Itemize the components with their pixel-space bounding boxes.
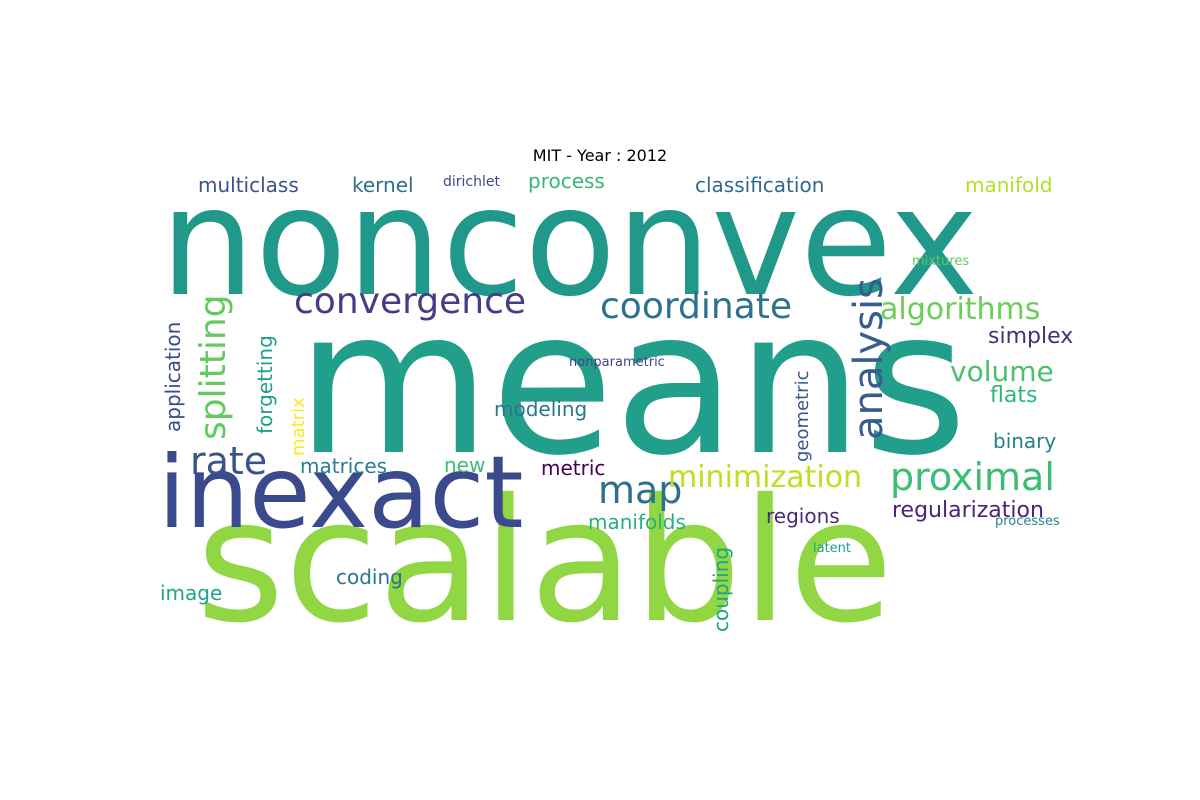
word-regularization: regularization [892,498,1044,523]
word-new: new [444,453,485,477]
word-regions: regions [766,504,840,528]
word-analysis: analysis [846,278,892,440]
word-means: means [296,267,967,500]
word-nonparametric: nonparametric [569,355,665,370]
word-inexact: inexact [158,434,524,551]
word-multiclass: multiclass [198,173,299,197]
word-scalable: scalable [196,463,893,661]
word-dirichlet: dirichlet [443,174,500,190]
word-coding: coding [336,565,403,589]
word-matrix: matrix [288,397,309,456]
chart-title: MIT - Year : 2012 [532,146,668,165]
word-classification: classification [695,173,824,197]
word-matrices: matrices [300,454,387,478]
word-geometric: geometric [792,371,813,462]
word-manifolds: manifolds [588,510,686,534]
word-modeling: modeling [494,397,587,421]
word-forgetting: forgetting [253,335,277,434]
word-coupling: coupling [709,547,733,632]
word-processes: processes [995,514,1060,529]
word-metric: metric [541,456,605,480]
word-map: map [598,468,682,512]
word-minimization: minimization [668,460,862,495]
word-splitting: splitting [193,294,234,440]
word-rate: rate [190,439,267,483]
word-manifold: manifold [965,173,1053,197]
word-latent: latent [813,541,851,556]
word-flats: flats [990,383,1037,408]
word-image: image [160,581,222,605]
word-coordinate: coordinate [600,286,792,327]
word-binary: binary [993,429,1056,453]
word-simplex: simplex [988,324,1073,349]
word-algorithms: algorithms [880,292,1040,327]
word-nonconvex: nonconvex [160,156,978,330]
word-application: application [161,322,185,432]
word-proximal: proximal [890,455,1055,499]
word-process: process [528,169,605,193]
word-kernel: kernel [352,173,414,197]
word-mixtures: mixtures [912,254,969,269]
word-volume: volume [950,355,1054,388]
word-convergence: convergence [294,281,526,322]
